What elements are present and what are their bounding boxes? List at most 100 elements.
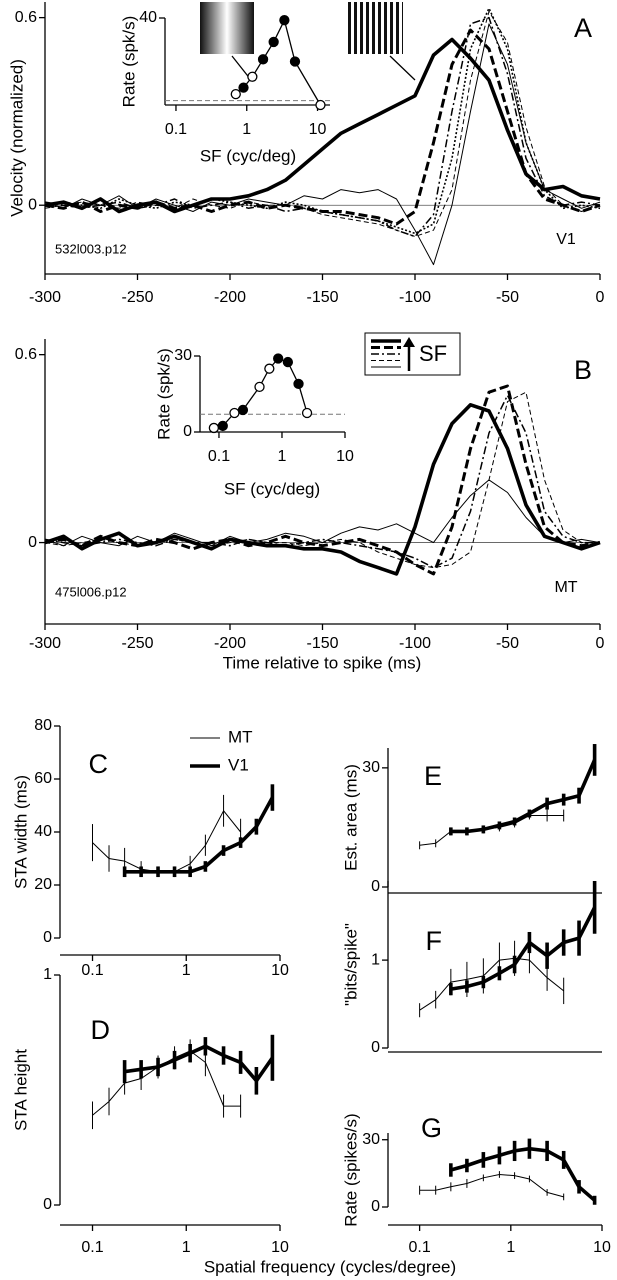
y-tick-label: 0.6 [15, 9, 37, 26]
y-tick-label: 0 [183, 423, 192, 440]
y-tick-label: 0 [371, 1198, 380, 1215]
tuning-point [217, 420, 228, 432]
x-tick-label: 10 [593, 1239, 611, 1256]
x-tick-label: 0 [596, 289, 605, 306]
tuning-point [229, 407, 240, 419]
y-axis-label: Velocity (normalized) [7, 59, 26, 217]
x-tick-label: 1 [278, 448, 287, 465]
velocity-trace [44, 384, 601, 576]
x-axis-label: SF (cyc/deg) [224, 479, 320, 498]
low-sf-grating [200, 2, 254, 54]
x-tick-label: 10 [336, 448, 354, 465]
y-tick-label: 80 [34, 717, 52, 734]
x-tick-label: -300 [29, 635, 61, 652]
velocity-trace [44, 7, 601, 235]
tuning-point [289, 56, 301, 67]
file-label: 532l003.p12 [55, 241, 127, 256]
tuning-point [268, 36, 279, 48]
x-tick-label: -100 [399, 289, 431, 306]
y-tick-label: 20 [34, 876, 52, 893]
x-tick-label: 0.1 [408, 1239, 430, 1256]
y-tick-label: 1 [371, 951, 380, 968]
region-label: MT [554, 579, 577, 596]
legend-label: SF [419, 341, 447, 366]
tuning-point [273, 353, 284, 364]
y-axis-label: STA width (ms) [11, 775, 30, 889]
x-tick-label: -250 [121, 635, 153, 652]
velocity-trace [44, 23, 601, 266]
x-tick-label: -150 [306, 635, 338, 652]
legend-label: V1 [228, 755, 249, 774]
tuning-point [238, 82, 249, 93]
y-tick-label: 30 [362, 1131, 380, 1148]
legend-arrow-head [403, 337, 415, 347]
x-tick-label: -50 [496, 635, 519, 652]
mean-line [92, 809, 241, 873]
y-axis-label: Rate (spikes/s) [341, 1113, 360, 1226]
x-tick-label: 0.1 [81, 1239, 103, 1256]
panel-letter: G [421, 1113, 442, 1143]
x-tick-label: 10 [271, 1239, 289, 1256]
mean-line [419, 815, 564, 846]
pointer-line [389, 55, 416, 81]
tuning-point [257, 54, 269, 65]
x-tick-label: 0.1 [81, 962, 103, 979]
x-tick-label: -200 [214, 289, 246, 306]
y-axis-label: "bits/spike" [341, 923, 360, 1006]
x-tick-label: 1 [506, 1239, 515, 1256]
panel-letter: C [89, 749, 109, 779]
x-tick-label: -50 [496, 289, 519, 306]
tuning-point [315, 99, 326, 111]
tuning-curve [213, 357, 308, 429]
mean-line [419, 1173, 564, 1198]
x-tick-label: 1 [242, 121, 251, 138]
y-axis-label: Rate (spk/s) [154, 348, 173, 440]
y-tick-label: 0 [43, 1196, 52, 1213]
file-label: 475l006.p12 [55, 584, 127, 599]
y-tick-label: 0 [43, 929, 52, 946]
x-tick-label: 0.1 [165, 121, 187, 138]
x-tick-label: 10 [309, 121, 327, 138]
panel-letter: B [574, 355, 592, 385]
y-tick-label: 0 [371, 878, 380, 895]
tuning-point [247, 71, 258, 82]
panel-letter: D [91, 1015, 111, 1045]
x-tick-label: -150 [306, 289, 338, 306]
mean-line [124, 796, 274, 874]
x-tick-label: 1 [182, 962, 191, 979]
y-tick-label: 40 [139, 9, 157, 26]
x-tick-label: -100 [399, 635, 431, 652]
y-tick-label: 0 [28, 196, 37, 213]
x-axis-label: Time relative to spike (ms) [223, 653, 422, 672]
mean-line [124, 1044, 274, 1084]
y-tick-label: 30 [362, 759, 380, 776]
tuning-point [237, 404, 249, 416]
x-tick-label: 0 [596, 635, 605, 652]
tuning-point [293, 378, 304, 390]
y-tick-label: 40 [34, 823, 52, 840]
velocity-trace [44, 10, 601, 237]
x-axis-label: SF (cyc/deg) [200, 146, 296, 165]
y-axis-label: Rate (spk/s) [119, 16, 138, 108]
tuning-point [301, 407, 313, 419]
velocity-trace [44, 479, 601, 547]
mean-line [450, 1146, 596, 1202]
x-tick-label: 10 [271, 962, 289, 979]
x-tick-label: -200 [214, 635, 246, 652]
y-axis-label: Est. area (ms) [341, 764, 360, 871]
legend-label: MT [228, 727, 253, 746]
tuning-point [230, 88, 241, 100]
x-tick-label: -250 [121, 289, 153, 306]
tuning-point [264, 363, 275, 374]
mean-line [419, 957, 565, 1011]
x-axis-label: Spatial frequency (cycles/degree) [204, 1257, 456, 1276]
y-tick-label: 60 [34, 770, 52, 787]
high-sf-grating [345, 2, 403, 54]
region-label: V1 [556, 231, 576, 248]
x-tick-label: 0.1 [208, 448, 230, 465]
tuning-point [208, 422, 220, 434]
panel-letter: E [424, 761, 442, 791]
y-tick-label: 0 [371, 1039, 380, 1056]
